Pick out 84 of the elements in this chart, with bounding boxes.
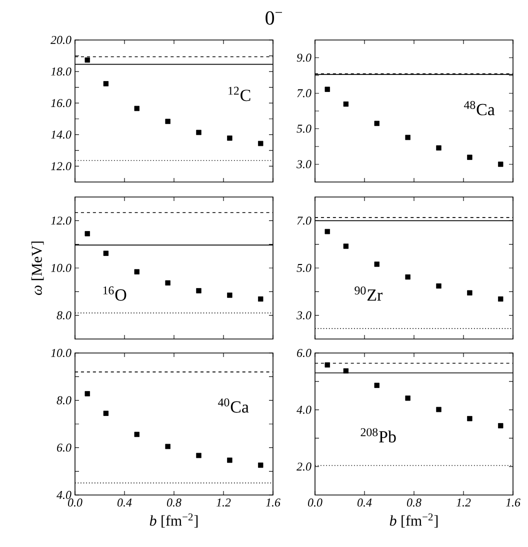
point [467, 416, 472, 422]
point [196, 288, 202, 294]
point [374, 120, 380, 126]
x-tick-label: 0.8 [407, 498, 422, 507]
point [84, 57, 90, 63]
point [343, 244, 349, 249]
point [134, 106, 140, 112]
point [324, 86, 330, 92]
y-tick-label: 5.0 [296, 124, 312, 133]
point [467, 290, 472, 296]
y-tick-label: 6.0 [57, 444, 72, 452]
x-tick-label: 0.4 [358, 498, 372, 507]
point [436, 283, 442, 289]
point [227, 136, 232, 141]
y-tick-label: 4.0 [56, 490, 72, 500]
point [84, 391, 90, 396]
point [498, 423, 504, 428]
annotation: $^{16}$O [103, 286, 126, 301]
point [134, 269, 140, 274]
point [227, 458, 232, 463]
point [258, 462, 264, 468]
point [134, 432, 140, 438]
x-axis-title: b [fm$^{−2}$] [390, 513, 438, 528]
point [196, 130, 202, 136]
point [436, 406, 442, 412]
x-tick-label: 0.4 [118, 498, 132, 507]
point [165, 280, 170, 286]
y-tick-label: 14.0 [50, 130, 72, 139]
y-tick-label: 7.0 [297, 216, 312, 225]
point [258, 296, 264, 302]
y-tick-label: 16.0 [50, 99, 72, 108]
point [227, 292, 232, 298]
point [467, 154, 472, 160]
point [405, 274, 410, 280]
x-tick-label: 1.6 [506, 498, 520, 507]
chart-title: 0$^{−}$ [266, 11, 282, 25]
x-tick-label: 1.6 [266, 498, 280, 507]
point [103, 410, 109, 416]
annotation: $^{90}$Zr [354, 286, 382, 301]
x-tick-label: 1.2 [456, 498, 471, 507]
point [343, 101, 349, 107]
x-tick-label: 0.0 [308, 498, 322, 507]
point [374, 262, 380, 267]
point [374, 382, 380, 388]
point [196, 452, 202, 458]
point [103, 81, 109, 86]
x-axis-title: b [fm$^{−2}$] [150, 513, 198, 528]
point [405, 134, 410, 140]
x-tick-label: 0.0 [68, 498, 82, 507]
y-tick-label: 20.0 [50, 36, 72, 44]
y-tick-label: 18.0 [50, 67, 72, 76]
point [84, 231, 90, 236]
y-tick-label: 10.0 [50, 264, 72, 272]
y-tick-label: 12.0 [50, 162, 72, 170]
point [498, 296, 504, 302]
y-tick-label: 3.0 [296, 160, 312, 168]
annotation: $^{48}$Ca [464, 100, 495, 116]
annotation: $^{12}$C [228, 86, 250, 102]
y-tick-label: 12.0 [50, 216, 72, 225]
y-tick-label: 8.0 [56, 311, 72, 320]
y-axis-title: ω [MeV] [31, 242, 44, 295]
annotation: $^{208}$Pb [360, 428, 396, 443]
point [436, 145, 442, 151]
point [165, 444, 170, 450]
point [165, 118, 170, 124]
point [405, 396, 410, 401]
y-tick-label: 9.0 [296, 54, 312, 62]
point [324, 228, 330, 234]
y-tick-label: 2.0 [296, 462, 312, 471]
point [258, 140, 264, 146]
y-tick-label: 7.0 [297, 89, 312, 98]
point [324, 362, 330, 368]
x-tick-label: 0.8 [167, 498, 182, 507]
x-tick-label: 1.2 [216, 498, 231, 507]
point [103, 250, 109, 256]
annotation: $^{40}$Ca [218, 398, 249, 413]
y-tick-label: 5.0 [296, 264, 312, 272]
y-tick-label: 10.0 [50, 348, 72, 358]
point [498, 162, 504, 167]
y-tick-label: 4.0 [296, 406, 312, 414]
point [343, 368, 349, 374]
y-tick-label: 8.0 [56, 396, 72, 404]
y-tick-label: 3.0 [296, 311, 312, 320]
y-tick-label: 6.0 [297, 348, 312, 358]
